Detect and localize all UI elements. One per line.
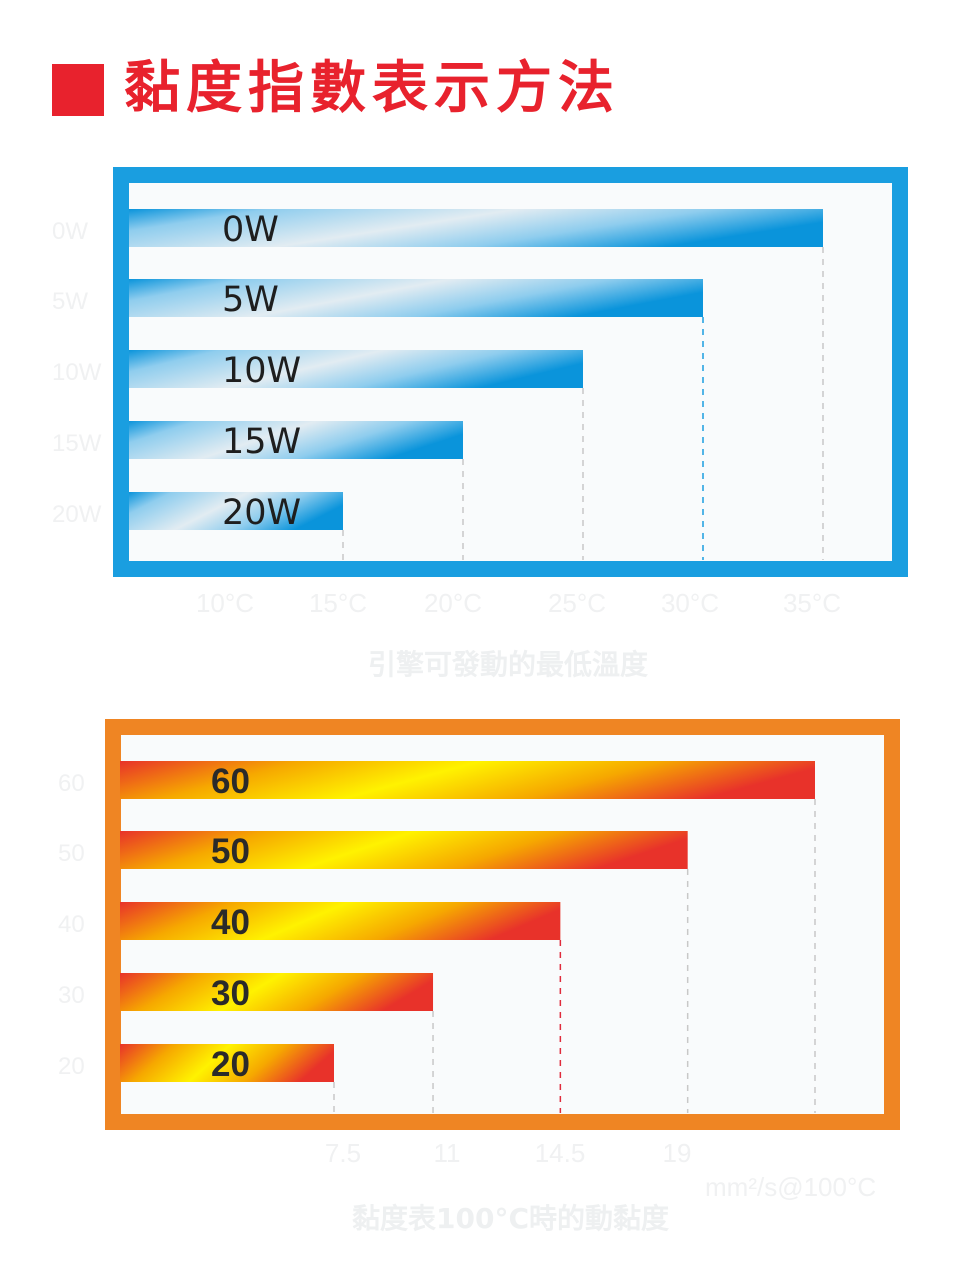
tick-label: 14.5 <box>535 1138 586 1168</box>
bar <box>120 831 688 869</box>
tick-label: 30°C <box>661 588 719 618</box>
category-label: 0W <box>52 218 88 245</box>
bar-label: 10W <box>222 351 301 391</box>
page-title: 黏度指數表示方法 <box>124 56 620 121</box>
category-label: 20W <box>52 501 102 528</box>
tick-label: 15°C <box>309 588 367 618</box>
bar <box>120 973 434 1011</box>
category-label: 40 <box>58 911 85 938</box>
category-label: 5W <box>52 288 88 315</box>
category-label: 20 <box>58 1053 85 1080</box>
bar-label: 50 <box>211 832 250 871</box>
tick-label: 10°C <box>196 588 254 618</box>
bar <box>129 492 343 530</box>
bar <box>120 902 561 940</box>
bar-label: 30 <box>211 974 250 1013</box>
category-label: 15W <box>52 430 102 457</box>
tick-label: 25°C <box>548 588 606 618</box>
category-label: 60 <box>58 770 85 797</box>
bar-label: 0W <box>222 210 279 250</box>
bar <box>129 209 823 247</box>
tick-label: 35°C <box>783 588 841 618</box>
bar-label: 15W <box>222 422 301 462</box>
bar <box>120 761 815 799</box>
bar <box>120 1044 334 1082</box>
category-label: 30 <box>58 982 85 1009</box>
bar-label: 40 <box>211 903 250 942</box>
tick-label: 20°C <box>424 588 482 618</box>
unit-label: mm²/s@100°C <box>705 1172 876 1202</box>
tick-label: 19 <box>663 1138 692 1168</box>
axis-label: 引擎可發動的最低溫度 <box>368 648 648 681</box>
bar <box>129 279 703 317</box>
bar-label: 20W <box>222 493 301 533</box>
tick-label: 11 <box>434 1138 461 1168</box>
tick-label: 7.5 <box>325 1138 361 1168</box>
bar-label: 60 <box>211 762 250 801</box>
category-label: 50 <box>58 840 85 867</box>
bar <box>129 350 583 388</box>
title-marker <box>52 64 104 116</box>
bar <box>129 421 463 459</box>
bar-label: 20 <box>211 1045 250 1084</box>
bar-label: 5W <box>222 280 279 320</box>
axis-label: 黏度表100°C時的動黏度 <box>352 1202 669 1235</box>
category-label: 10W <box>52 359 102 386</box>
